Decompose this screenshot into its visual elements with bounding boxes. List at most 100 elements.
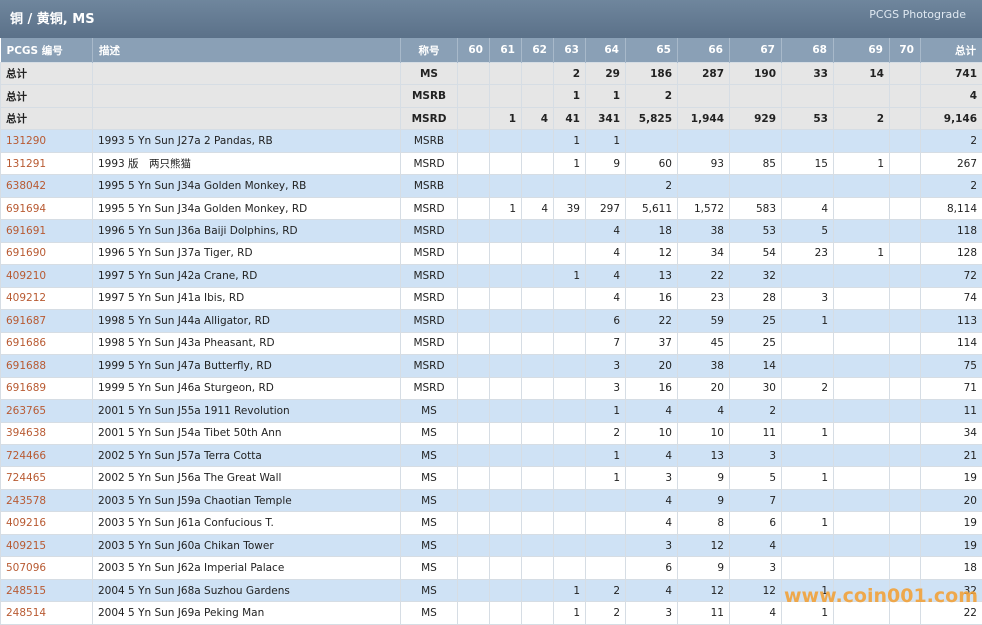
pcgs-number[interactable]: 409210 — [1, 265, 93, 287]
cell: 297 — [586, 197, 626, 219]
pcgs-number[interactable]: 243578 — [1, 489, 93, 511]
title: 铜 / 黄铜, MS — [10, 8, 95, 27]
cell: 45 — [678, 332, 730, 354]
pcgs-number[interactable]: 638042 — [1, 175, 93, 197]
cell — [522, 355, 554, 377]
pcgs-number[interactable]: 507096 — [1, 557, 93, 579]
cell — [490, 130, 522, 152]
cell — [490, 602, 522, 624]
cell: 38 — [678, 355, 730, 377]
cell: 1 — [586, 444, 626, 466]
cell: 1998 5 Yn Sun J44a Alligator, RD — [93, 310, 401, 332]
cell: 53 — [730, 220, 782, 242]
pcgs-number[interactable]: 248514 — [1, 602, 93, 624]
cell: 3 — [626, 467, 678, 489]
cell: 4 — [522, 107, 554, 129]
pcgs-number[interactable]: 131290 — [1, 130, 93, 152]
cell — [522, 489, 554, 511]
cell: 74 — [921, 287, 982, 309]
cell: 72 — [921, 265, 982, 287]
pcgs-number[interactable]: 409212 — [1, 287, 93, 309]
cell: MSRB — [401, 130, 458, 152]
column-header: 68 — [782, 38, 834, 63]
cell — [890, 63, 921, 85]
cell — [522, 557, 554, 579]
cell: 2 — [921, 175, 982, 197]
cell — [458, 310, 490, 332]
cell: 16 — [626, 377, 678, 399]
cell: 12 — [678, 534, 730, 556]
cell: 41 — [554, 107, 586, 129]
column-header: 61 — [490, 38, 522, 63]
cell — [554, 512, 586, 534]
cell: 4 — [586, 242, 626, 264]
cell: 53 — [782, 107, 834, 129]
cell — [730, 175, 782, 197]
pcgs-number[interactable]: 691687 — [1, 310, 93, 332]
cell: 4 — [626, 489, 678, 511]
cell: 1997 5 Yn Sun J41a Ibis, RD — [93, 287, 401, 309]
cell — [458, 265, 490, 287]
pcgs-number[interactable]: 691686 — [1, 332, 93, 354]
cell — [834, 332, 890, 354]
photograde-link[interactable]: PCGS Photograde — [869, 8, 966, 21]
cell: 30 — [730, 377, 782, 399]
cell — [730, 130, 782, 152]
cell: 118 — [921, 220, 982, 242]
cell: 12 — [678, 579, 730, 601]
cell: 6 — [626, 557, 678, 579]
cell: MSRD — [401, 332, 458, 354]
pcgs-number[interactable]: 724466 — [1, 444, 93, 466]
cell — [782, 355, 834, 377]
pcgs-number[interactable]: 248515 — [1, 579, 93, 601]
pcgs-number[interactable]: 724465 — [1, 467, 93, 489]
cell — [554, 557, 586, 579]
cell: 583 — [730, 197, 782, 219]
cell: MSRD — [401, 287, 458, 309]
column-header: 65 — [626, 38, 678, 63]
pcgs-number[interactable]: 691688 — [1, 355, 93, 377]
pcgs-number[interactable]: 691691 — [1, 220, 93, 242]
cell — [554, 467, 586, 489]
pcgs-number[interactable]: 691694 — [1, 197, 93, 219]
cell — [834, 130, 890, 152]
cell: 1993 5 Yn Sun J27a 2 Pandas, RB — [93, 130, 401, 152]
cell: 23 — [678, 287, 730, 309]
pcgs-number[interactable]: 263765 — [1, 400, 93, 422]
cell: MSRD — [401, 220, 458, 242]
cell — [522, 265, 554, 287]
cell — [522, 130, 554, 152]
cell: 12 — [626, 242, 678, 264]
cell: 2002 5 Yn Sun J56a The Great Wall — [93, 467, 401, 489]
cell: MSRD — [401, 242, 458, 264]
cell: 4 — [586, 220, 626, 242]
cell: 3 — [586, 355, 626, 377]
pcgs-number[interactable]: 409215 — [1, 534, 93, 556]
cell: 5,611 — [626, 197, 678, 219]
cell: 1 — [782, 310, 834, 332]
cell — [93, 107, 401, 129]
cell: 1 — [554, 130, 586, 152]
pcgs-number[interactable]: 409216 — [1, 512, 93, 534]
cell: MS — [401, 602, 458, 624]
cell — [490, 332, 522, 354]
cell: 19 — [921, 467, 982, 489]
pcgs-number[interactable]: 691690 — [1, 242, 93, 264]
cell: 19 — [921, 534, 982, 556]
pcgs-number[interactable]: 131291 — [1, 152, 93, 174]
cell — [890, 444, 921, 466]
cell: MSRD — [401, 265, 458, 287]
cell: 929 — [730, 107, 782, 129]
cell — [490, 175, 522, 197]
pcgs-number[interactable]: 691689 — [1, 377, 93, 399]
cell: 60 — [626, 152, 678, 174]
cell: 34 — [678, 242, 730, 264]
cell: 71 — [921, 377, 982, 399]
cell: 2 — [834, 107, 890, 129]
pcgs-number[interactable]: 394638 — [1, 422, 93, 444]
